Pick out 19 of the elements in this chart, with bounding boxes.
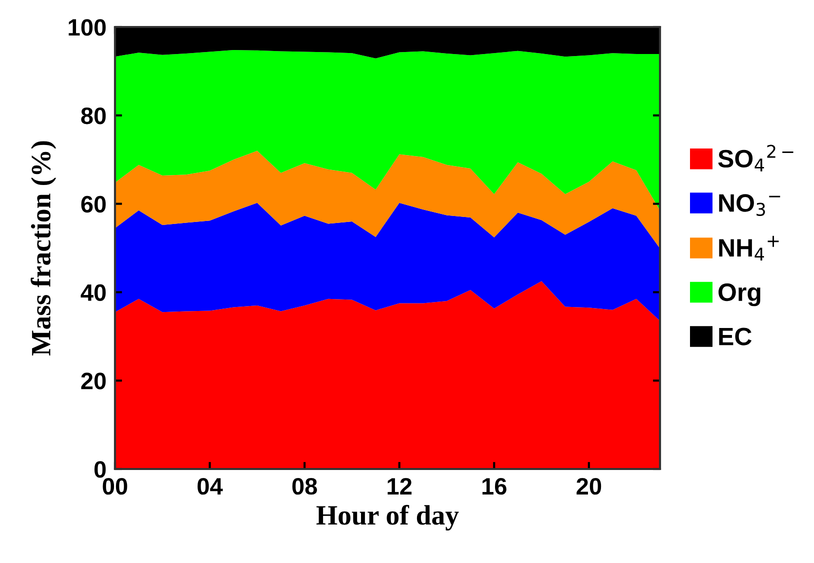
x-tick-label: 12 [388,478,412,494]
x-tick-label: 04 [198,478,223,495]
legend-label: SO$_{4}$$^{2−}$ [718,144,794,172]
y-tick-label: 40 [80,284,106,301]
y-tick-label: 20 [81,372,106,390]
y-axis-title: Mass fraction (%) [30,141,56,356]
legend-label: Org [718,283,760,306]
x-tick-label: 00 [102,478,128,495]
x-tick-label: 08 [292,478,317,495]
legend-label: NH$_{4}$$^{+}$ [719,236,779,261]
y-tick-label: 60 [81,196,106,213]
legend-label: EC [719,328,752,346]
x-axis-title: Hour of day [316,504,459,530]
x-tick-label: 16 [482,478,506,495]
y-tick-label: 100 [68,19,106,36]
y-tick-label: 0 [94,461,106,478]
legend-label: NO$_{3}$$^{−}$ [719,194,780,216]
x-tick-label: 20 [576,478,602,495]
y-tick-label: 80 [81,107,106,124]
